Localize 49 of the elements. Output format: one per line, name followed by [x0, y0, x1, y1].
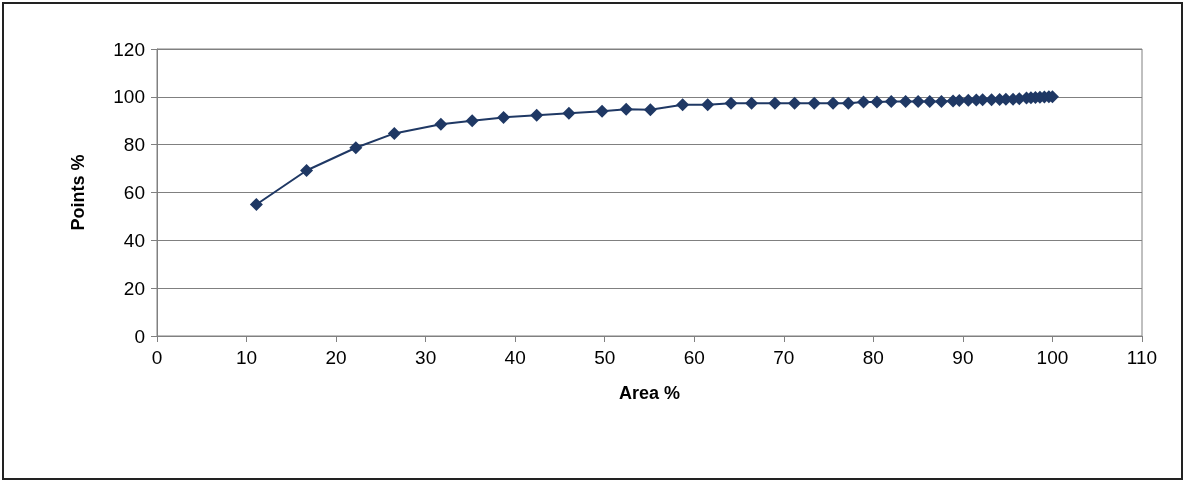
x-tick-label: 100 [1036, 347, 1069, 368]
y-tick-label: 60 [123, 182, 145, 203]
point [934, 94, 948, 108]
point [826, 96, 840, 110]
point [349, 141, 363, 155]
point [884, 95, 898, 109]
point [911, 95, 925, 109]
point [923, 95, 937, 109]
y-tick-label: 20 [123, 277, 145, 299]
point [595, 104, 609, 118]
x-tick-label: 110 [1126, 347, 1158, 368]
y-tick-label: 80 [123, 134, 145, 156]
point [724, 96, 738, 110]
x-tick-label: 20 [325, 347, 347, 368]
x-tick-label: 90 [952, 347, 974, 368]
point [788, 96, 802, 110]
point [497, 110, 511, 124]
point [465, 114, 479, 128]
x-tick-label: 80 [862, 347, 884, 368]
point [701, 98, 715, 112]
y-axis-title: Points % [68, 154, 88, 231]
x-tick-label: 70 [773, 347, 795, 368]
y-tick-label: 120 [113, 38, 145, 60]
point [768, 96, 782, 110]
point [387, 126, 401, 140]
point [434, 117, 448, 131]
y-tick-label: 0 [134, 325, 145, 347]
x-tick-label: 40 [504, 347, 526, 368]
point [562, 106, 576, 120]
x-tick-label: 60 [683, 347, 705, 368]
point [870, 95, 884, 109]
point [899, 95, 913, 109]
point [300, 164, 314, 177]
point [807, 96, 821, 110]
x-tick-label: 10 [235, 347, 258, 368]
point [249, 197, 263, 211]
point [745, 96, 759, 110]
point [530, 108, 544, 122]
x-tick-label: 30 [415, 347, 437, 368]
x-axis-title: Area % [618, 383, 681, 403]
y-tick-label: 100 [113, 86, 145, 108]
point [857, 95, 871, 109]
y-tick-label: 40 [123, 229, 145, 251]
point [619, 102, 633, 116]
x-tick-label: 0 [151, 347, 163, 368]
point [643, 103, 657, 117]
x-tick-label: 50 [594, 347, 616, 368]
point [841, 96, 855, 110]
point [676, 98, 690, 112]
